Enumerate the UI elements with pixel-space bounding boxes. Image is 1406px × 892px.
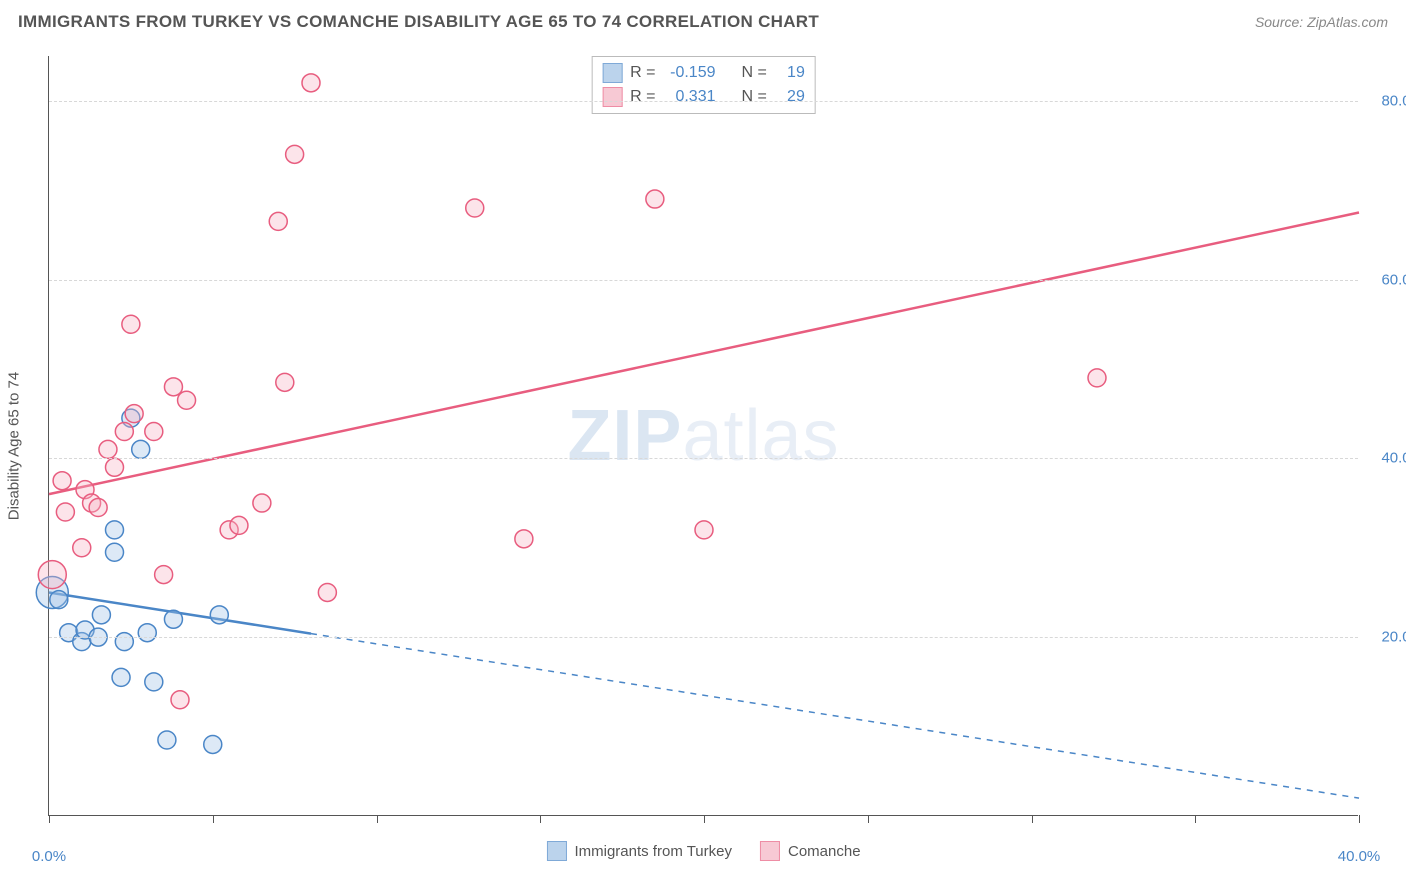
y-tick-label: 40.0% [1364, 450, 1406, 467]
x-tick-label: 40.0% [1338, 848, 1381, 865]
y-tick-label: 80.0% [1364, 92, 1406, 109]
data-point [178, 391, 196, 409]
source-attribution: Source: ZipAtlas.com [1255, 14, 1388, 30]
chart-svg [49, 56, 1358, 815]
data-point [106, 458, 124, 476]
data-point [515, 530, 533, 548]
data-point [164, 610, 182, 628]
data-point [56, 503, 74, 521]
data-point [115, 423, 133, 441]
data-point [92, 606, 110, 624]
plot-area: ZIPatlas R =-0.159N =19R =0.331N =29 Imm… [48, 56, 1358, 816]
data-point [138, 624, 156, 642]
r-value: 0.331 [664, 88, 716, 106]
data-point [164, 378, 182, 396]
grid-line-h [49, 637, 1358, 638]
r-value: -0.159 [664, 64, 716, 82]
data-point [99, 440, 117, 458]
n-label: N = [742, 88, 767, 106]
x-tick [377, 815, 378, 823]
data-point [155, 566, 173, 584]
data-point [158, 731, 176, 749]
grid-line-h [49, 101, 1358, 102]
chart-title: IMMIGRANTS FROM TURKEY VS COMANCHE DISAB… [18, 12, 819, 32]
x-tick [1195, 815, 1196, 823]
x-tick [868, 815, 869, 823]
data-point [53, 472, 71, 490]
y-axis-label: Disability Age 65 to 74 [6, 372, 23, 520]
grid-line-h [49, 280, 1358, 281]
legend-swatch [546, 841, 566, 861]
data-point [204, 735, 222, 753]
source-name: ZipAtlas.com [1307, 14, 1388, 30]
n-value: 19 [775, 64, 805, 82]
data-point [106, 521, 124, 539]
data-point [106, 543, 124, 561]
legend-item: Immigrants from Turkey [546, 841, 732, 861]
data-point [302, 74, 320, 92]
data-point [73, 539, 91, 557]
data-point [276, 373, 294, 391]
stats-row: R = 0.331 N = 29 [602, 85, 805, 109]
data-point [89, 499, 107, 517]
title-bar: IMMIGRANTS FROM TURKEY VS COMANCHE DISAB… [18, 12, 1388, 32]
data-point [210, 606, 228, 624]
data-point [230, 516, 248, 534]
legend-label: Immigrants from Turkey [574, 843, 732, 860]
x-tick [49, 815, 50, 823]
series-swatch [602, 63, 622, 83]
x-tick [1032, 815, 1033, 823]
data-point [115, 633, 133, 651]
stats-row: R = -0.159 N = 19 [602, 61, 805, 85]
x-tick [213, 815, 214, 823]
x-tick [540, 815, 541, 823]
data-point [171, 691, 189, 709]
legend-item: Comanche [760, 841, 861, 861]
data-point [38, 561, 66, 589]
data-point [695, 521, 713, 539]
series-swatch [602, 87, 622, 107]
regression-line [49, 212, 1359, 494]
data-point [132, 440, 150, 458]
n-label: N = [742, 64, 767, 82]
data-point [646, 190, 664, 208]
r-label: R = [630, 64, 655, 82]
regression-line-dashed [311, 634, 1359, 799]
data-point [269, 212, 287, 230]
n-value: 29 [775, 88, 805, 106]
data-point [466, 199, 484, 217]
y-tick-label: 20.0% [1364, 629, 1406, 646]
data-point [145, 673, 163, 691]
legend-swatch [760, 841, 780, 861]
source-label: Source: [1255, 14, 1303, 30]
x-tick-label: 0.0% [32, 848, 66, 865]
x-tick [1359, 815, 1360, 823]
data-point [145, 423, 163, 441]
y-tick-label: 60.0% [1364, 271, 1406, 288]
r-label: R = [630, 88, 655, 106]
data-point [253, 494, 271, 512]
stats-legend-box: R = -0.159 N = 19 R = 0.331 N = 29 [591, 56, 816, 114]
grid-line-h [49, 458, 1358, 459]
bottom-legend: Immigrants from Turkey Comanche [546, 841, 860, 861]
data-point [125, 405, 143, 423]
data-point [112, 668, 130, 686]
data-point [122, 315, 140, 333]
legend-label: Comanche [788, 843, 861, 860]
data-point [1088, 369, 1106, 387]
data-point [286, 145, 304, 163]
data-point [50, 591, 68, 609]
x-tick [704, 815, 705, 823]
data-point [318, 583, 336, 601]
